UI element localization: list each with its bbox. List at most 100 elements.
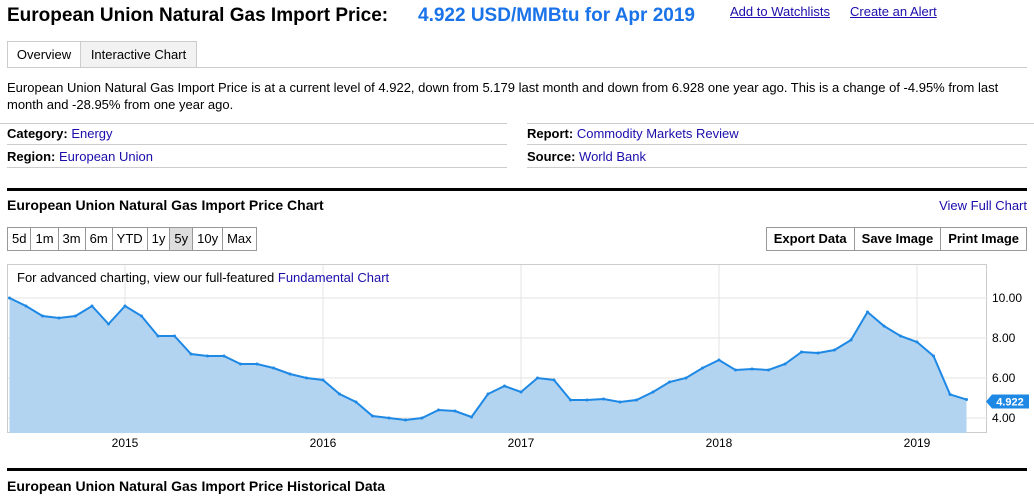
tab-interactive-chart[interactable]: Interactive Chart: [80, 41, 197, 68]
data-point: [684, 376, 688, 380]
data-point: [833, 348, 836, 352]
data-point: [602, 397, 605, 401]
data-point: [651, 390, 655, 394]
data-point: [140, 314, 143, 318]
data-point: [8, 296, 11, 300]
data-point: [569, 398, 572, 402]
source-row: Source: World Bank: [527, 146, 1027, 168]
range-max-button[interactable]: Max: [222, 227, 257, 251]
data-point: [618, 400, 622, 404]
data-point: [849, 338, 853, 342]
range-3m-button[interactable]: 3m: [57, 227, 86, 251]
page-header: European Union Natural Gas Import Price:…: [7, 3, 1027, 29]
chart-section-divider: [7, 188, 1027, 191]
data-point: [437, 408, 440, 412]
summary-text: European Union Natural Gas Import Price …: [7, 80, 999, 112]
historical-section-title: European Union Natural Gas Import Price …: [7, 478, 386, 494]
range-10y-button[interactable]: 10y: [192, 227, 224, 251]
data-point: [783, 362, 787, 366]
data-point: [948, 392, 952, 396]
tab-overview[interactable]: Overview: [7, 41, 81, 68]
meta-divider-right: [527, 123, 1034, 124]
region-label: Region:: [7, 149, 56, 164]
data-point: [404, 418, 407, 422]
data-point: [288, 372, 292, 376]
y-tick-label: 4.00: [992, 411, 1016, 425]
last-value-label: 4.922: [996, 397, 1024, 409]
data-point: [41, 314, 44, 318]
data-point: [74, 314, 77, 318]
data-point: [354, 400, 358, 404]
export-data-button[interactable]: Export Data: [765, 227, 855, 251]
price-chart: 4.00 6.00 8.00 10.00 2015 2016 2017 2018 2019 4.9…: [8, 265, 1029, 450]
region-row: Region: European Union: [7, 146, 507, 168]
fundamental-chart-link[interactable]: Fundamental Chart: [277, 270, 390, 285]
data-point: [503, 384, 506, 388]
data-point: [420, 416, 424, 420]
data-point: [255, 362, 259, 366]
print-image-button[interactable]: Print Image: [940, 227, 1027, 251]
category-link[interactable]: Energy: [71, 126, 113, 141]
data-point: [717, 358, 721, 362]
data-point: [338, 392, 341, 396]
data-point: [57, 316, 61, 320]
data-point: [668, 380, 671, 384]
data-point: [965, 398, 968, 402]
data-point: [882, 324, 886, 328]
data-point: [222, 354, 226, 358]
range-ytd-button[interactable]: YTD: [111, 227, 148, 251]
report-link[interactable]: Commodity Markets Review: [576, 126, 739, 141]
data-point: [552, 378, 556, 382]
x-tick-label: 2016: [310, 436, 337, 450]
range-1y-button[interactable]: 1y: [146, 227, 171, 251]
data-point: [305, 376, 308, 380]
range-1m-button[interactable]: 1m: [30, 227, 59, 251]
data-point: [387, 416, 391, 420]
data-point: [932, 354, 935, 358]
add-to-watchlists-link[interactable]: Add to Watchlists: [730, 4, 830, 19]
save-image-button[interactable]: Save Image: [853, 227, 942, 251]
region-link[interactable]: European Union: [59, 149, 153, 164]
data-point: [866, 310, 869, 314]
data-point: [486, 392, 490, 396]
chart-note-text: For advanced charting, view our full-fea…: [17, 270, 275, 285]
data-point: [239, 362, 242, 366]
source-label: Source:: [527, 149, 576, 164]
data-point: [189, 352, 193, 356]
view-full-chart-link[interactable]: View Full Chart: [939, 198, 1027, 213]
x-tick-label: 2019: [904, 436, 931, 450]
data-point: [701, 366, 704, 370]
data-point: [206, 354, 209, 358]
chart-actions: Export Data Save Image Print Image: [765, 227, 1027, 251]
x-tick-label: 2015: [112, 436, 139, 450]
data-point: [90, 304, 94, 308]
data-point: [635, 398, 638, 402]
chart-note: For advanced charting, view our full-fea…: [17, 270, 389, 285]
data-point: [371, 414, 374, 418]
series-area: [9, 298, 967, 433]
category-row: Category: Energy: [7, 123, 507, 145]
report-row: Report: Commodity Markets Review: [527, 123, 1027, 145]
meta-divider-left: [0, 123, 507, 124]
data-point: [767, 368, 770, 372]
y-tick-label: 8.00: [992, 331, 1016, 345]
data-point: [123, 304, 127, 308]
last-value-flag: [986, 394, 1029, 409]
data-point: [899, 334, 902, 338]
data-point: [107, 322, 110, 326]
source-link[interactable]: World Bank: [579, 149, 646, 164]
range-6m-button[interactable]: 6m: [84, 227, 113, 251]
tab-divider: [7, 67, 1027, 68]
range-5d-button[interactable]: 5d: [7, 227, 32, 251]
chart-section-title: European Union Natural Gas Import Price …: [7, 197, 324, 213]
historical-section-divider: [7, 468, 1027, 471]
data-point: [519, 390, 523, 394]
y-tick-label: 6.00: [992, 371, 1016, 385]
data-point: [24, 304, 28, 308]
category-label: Category:: [7, 126, 68, 141]
data-point: [536, 376, 539, 380]
range-5y-button[interactable]: 5y: [169, 227, 194, 251]
x-tick-label: 2018: [706, 436, 733, 450]
data-point: [585, 398, 589, 402]
create-alert-link[interactable]: Create an Alert: [850, 4, 937, 19]
